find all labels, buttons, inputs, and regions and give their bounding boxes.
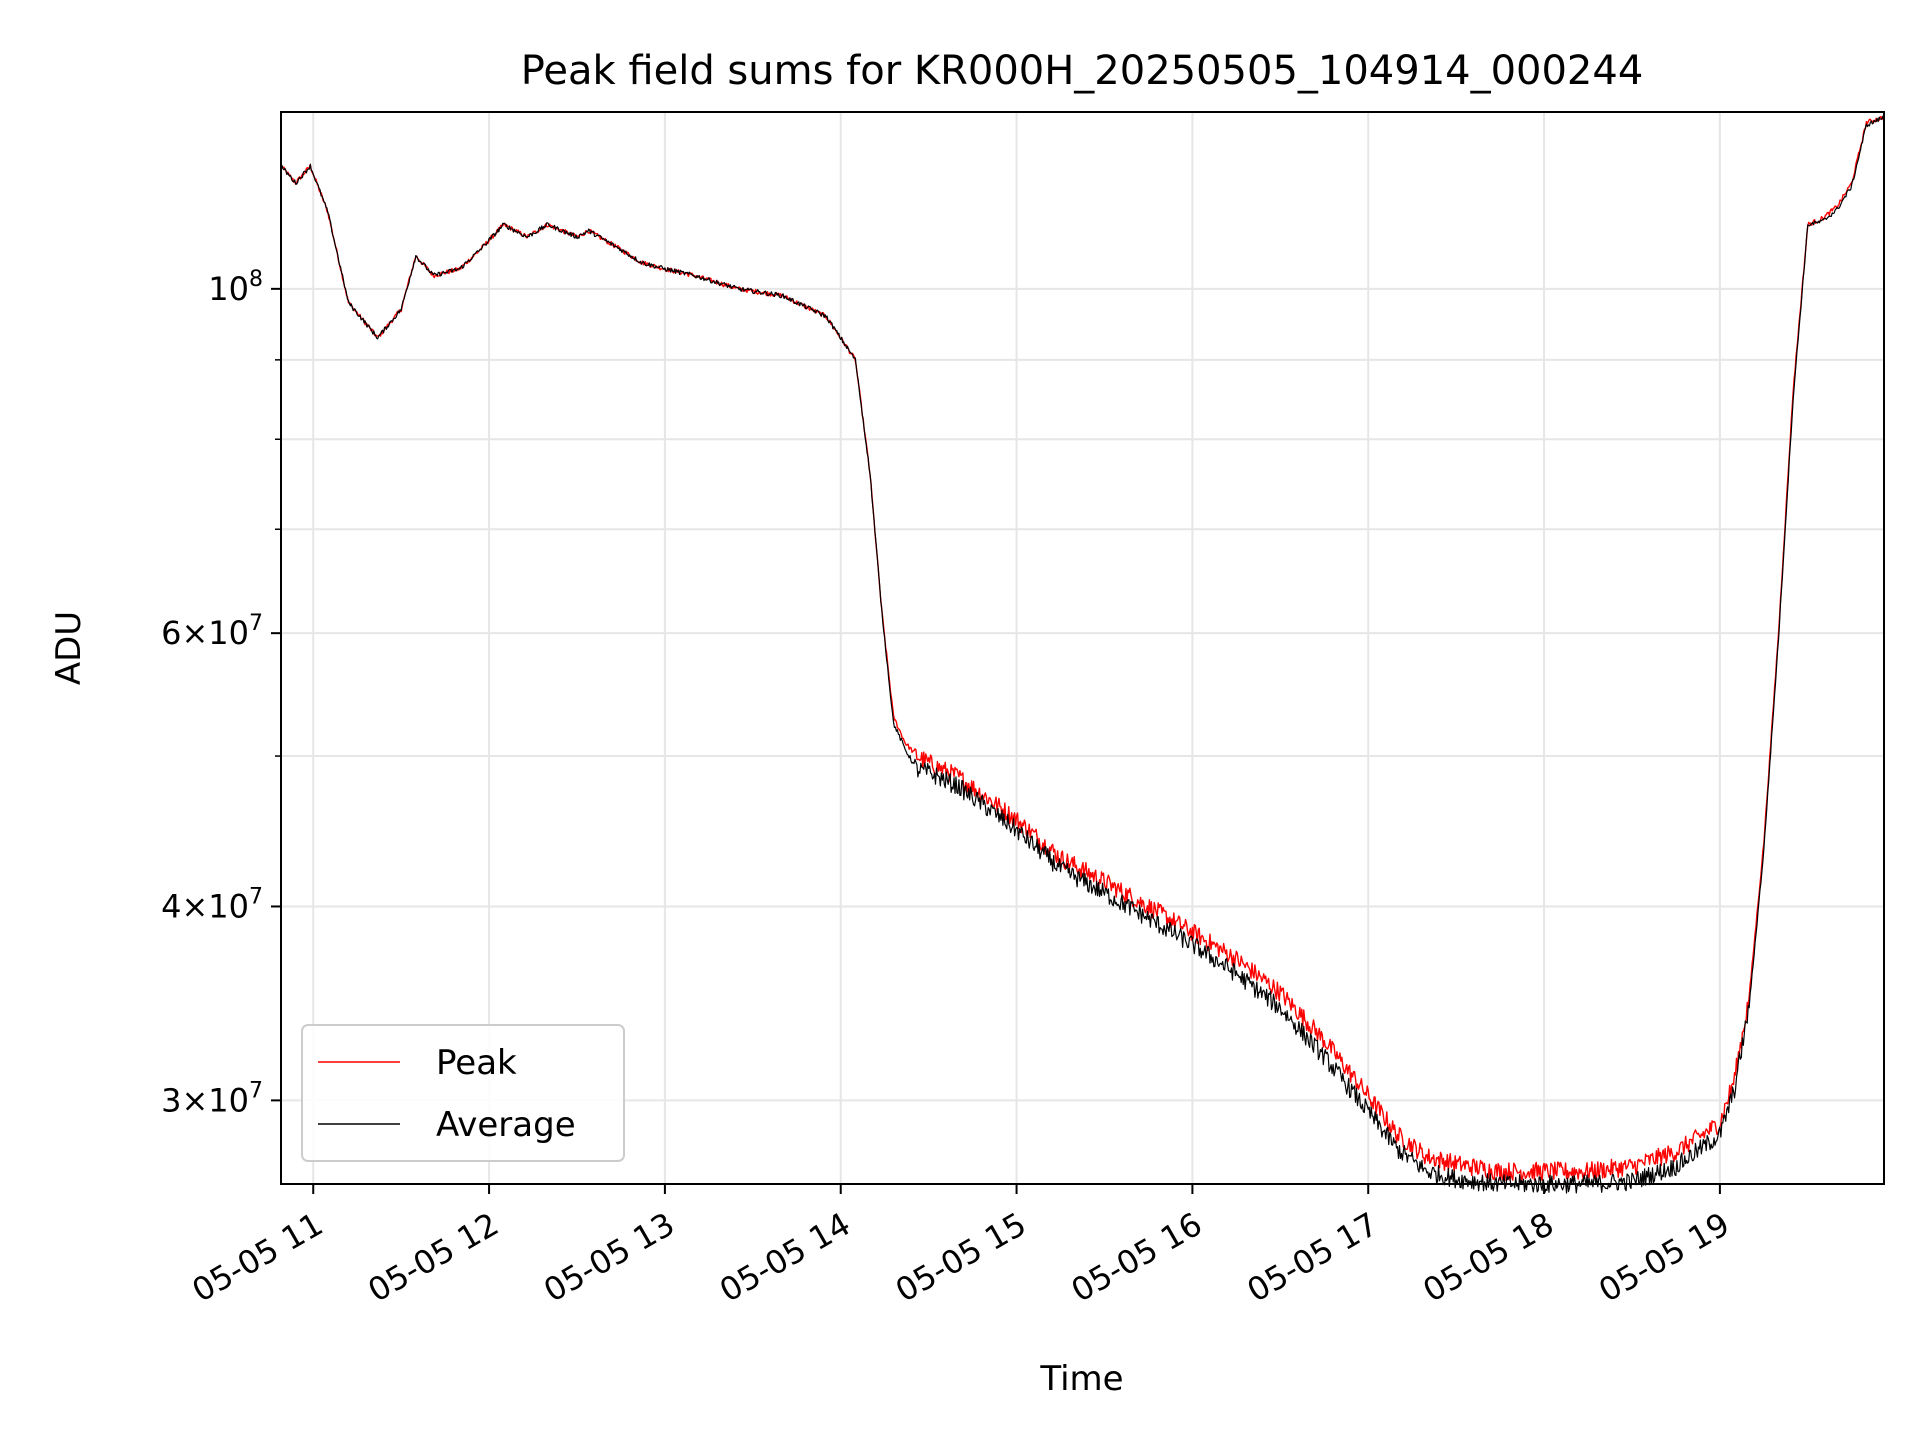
grid	[281, 112, 1884, 1184]
legend-box	[301, 1024, 625, 1162]
plot-frame	[280, 111, 1885, 1185]
y-tick-label: 4×107	[161, 884, 263, 925]
y-tick-label: 6×107	[161, 611, 263, 652]
chart-title: Peak field sums for KR000H_20250505_1049…	[521, 48, 1644, 94]
series-line-peak	[280, 115, 1885, 1182]
x-axis-label: Time	[1039, 1359, 1123, 1399]
y-axis-label: ADU	[49, 611, 89, 685]
y-tick-label: 108	[208, 267, 263, 308]
y-tick-label: 3×107	[161, 1078, 263, 1119]
legend: Peak Average	[301, 1024, 625, 1162]
series-line-average	[280, 115, 1885, 1194]
series-layer	[280, 115, 1885, 1194]
legend-label-average: Average	[436, 1105, 576, 1145]
y-axis-ticks: 3×107 4×107 6×107 108	[161, 267, 281, 1119]
legend-label-peak: Peak	[436, 1043, 517, 1083]
